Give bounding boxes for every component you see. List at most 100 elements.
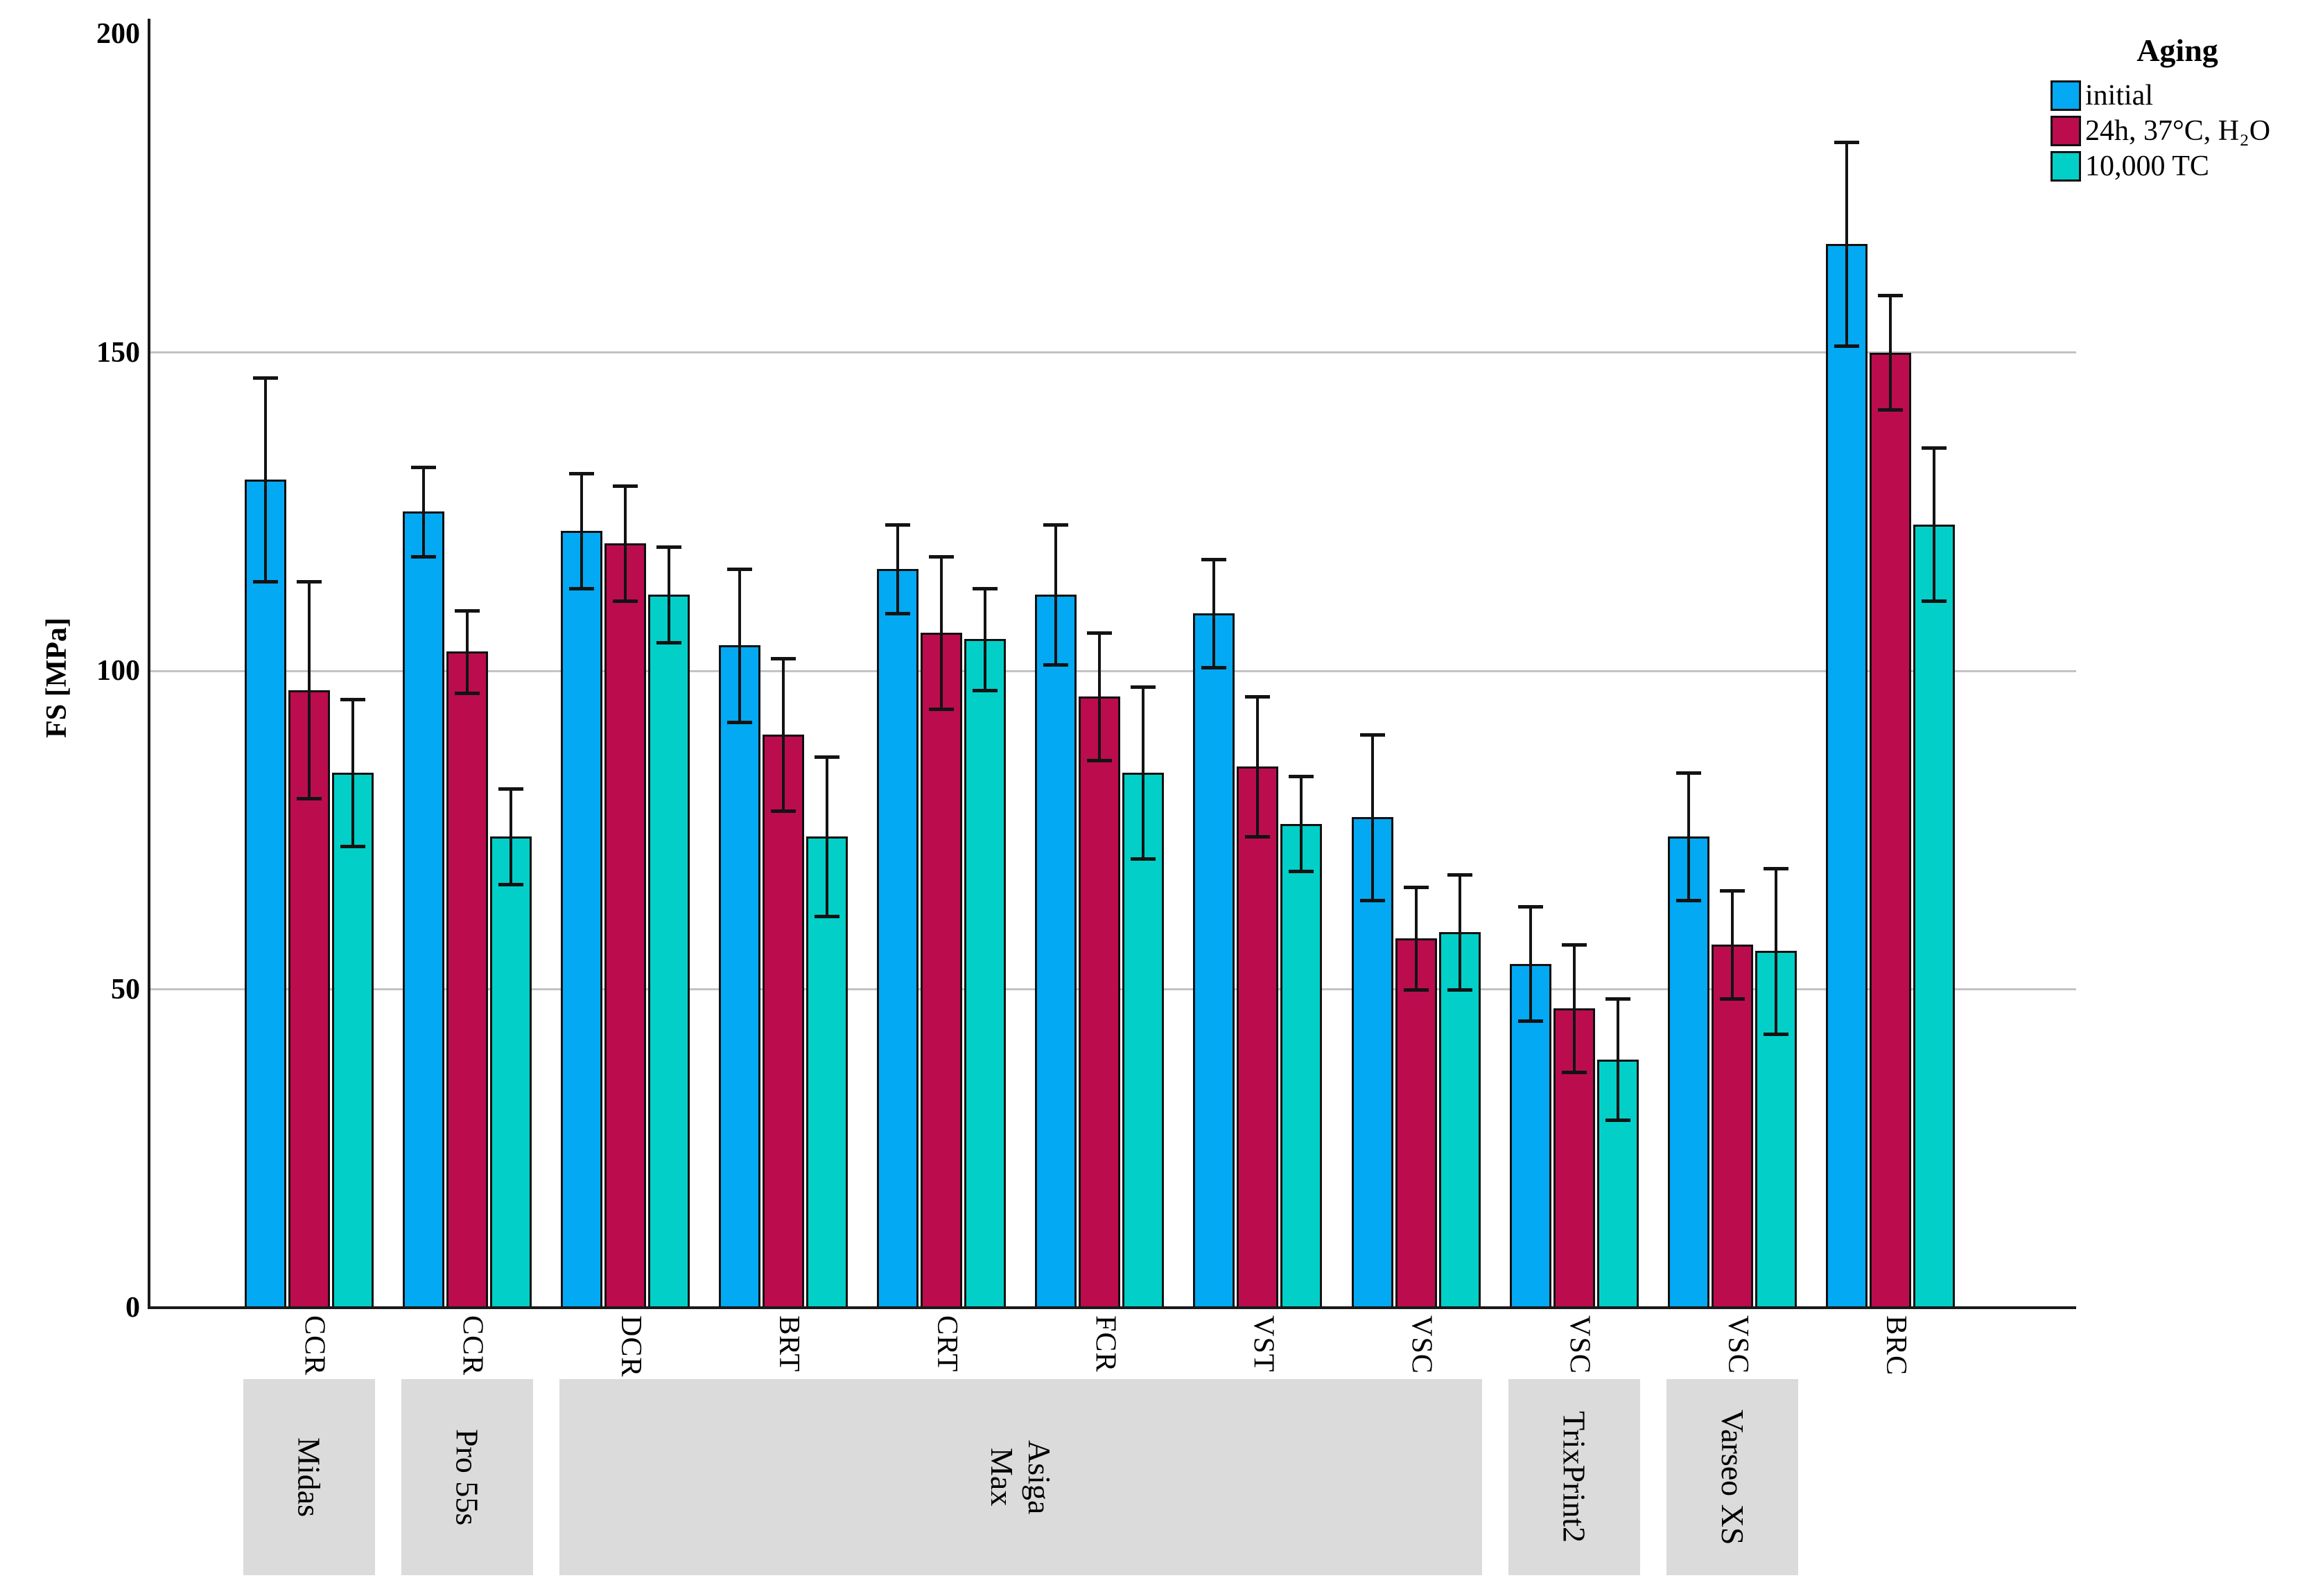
- error-bar-cap-bottom-1-3: [770, 809, 796, 814]
- x-category-label-10-brc: BRC: [1880, 1315, 1912, 1376]
- error-bar-cap-bottom-2-6: [1289, 870, 1314, 874]
- error-bar-line-0-8: [1529, 906, 1532, 1021]
- error-bar-cap-top-0-8: [1517, 905, 1543, 909]
- error-bar-line-1-6: [1256, 696, 1260, 836]
- x-category-label-9-vsc: VSC: [1721, 1315, 1754, 1374]
- error-bar-cap-bottom-2-2: [656, 640, 681, 644]
- error-bar-cap-top-1-0: [296, 580, 322, 584]
- y-tick-label-100: 100: [96, 655, 140, 687]
- bar-initial-1-ccr: [402, 511, 444, 1309]
- bar-initial-0-ccr: [244, 480, 286, 1309]
- error-bar-cap-bottom-2-9: [1763, 1032, 1788, 1036]
- error-bar-cap-bottom-1-8: [1561, 1070, 1587, 1074]
- error-bar-line-0-7: [1370, 734, 1374, 900]
- error-bar-cap-bottom-0-4: [885, 612, 911, 616]
- y-tick-label-150: 150: [96, 336, 140, 369]
- error-bar-line-0-9: [1687, 773, 1690, 900]
- bar-initial-5-fcr: [1035, 594, 1077, 1309]
- y-tick-label-200: 200: [96, 18, 140, 50]
- error-bar-line-1-3: [781, 658, 785, 812]
- error-bar-line-0-5: [1054, 524, 1058, 665]
- error-bar-cap-top-2-8: [1605, 997, 1630, 1001]
- x-category-label-3-brt: BRT: [772, 1315, 805, 1373]
- bar-24h-37-c-h-o-5-fcr: [1079, 696, 1121, 1309]
- error-bar-line-2-4: [984, 588, 987, 690]
- error-bar-cap-bottom-0-2: [568, 586, 594, 590]
- error-bar-cap-top-1-2: [612, 484, 638, 489]
- error-bar-cap-top-2-10: [1922, 446, 1947, 450]
- x-category-label-4-crt: CRT: [931, 1315, 964, 1373]
- error-bar-cap-top-1-6: [1245, 694, 1271, 699]
- error-bar-line-1-0: [307, 581, 311, 798]
- legend-item-24h-37-c-h-o: 24h, 37°C, H₂O: [2051, 114, 2304, 147]
- bar-initial-10-brc: [1826, 244, 1868, 1309]
- error-bar-cap-top-1-8: [1561, 943, 1587, 947]
- error-bar-cap-top-2-0: [340, 698, 365, 702]
- error-bar-line-2-3: [825, 757, 828, 916]
- x-category-label-0-ccr: CCR: [298, 1315, 331, 1376]
- error-bar-cap-top-0-7: [1359, 733, 1385, 737]
- error-bar-cap-bottom-2-10: [1922, 599, 1947, 603]
- error-bar-cap-bottom-0-7: [1359, 898, 1385, 902]
- error-bar-line-1-2: [623, 486, 627, 601]
- bar-10-000-tc-6-vst: [1280, 823, 1323, 1309]
- bar-initial-3-brt: [718, 645, 760, 1309]
- error-bar-cap-top-0-5: [1043, 523, 1069, 527]
- error-bar-cap-top-2-1: [498, 787, 523, 791]
- error-bar-cap-top-1-7: [1403, 886, 1429, 890]
- error-bar-line-2-10: [1933, 448, 1935, 601]
- error-bar-line-1-1: [465, 610, 469, 694]
- bar-24h-37-c-h-o-1-ccr: [446, 651, 488, 1309]
- error-bar-cap-top-1-10: [1878, 293, 1903, 297]
- error-bar-cap-top-2-5: [1131, 685, 1156, 689]
- bar-initial-9-vsc: [1667, 836, 1709, 1309]
- legend-items: initial 24h, 37°C, H₂O 10,000 TC: [2051, 80, 2304, 182]
- error-bar-line-1-7: [1414, 887, 1418, 990]
- error-bar-cap-top-2-3: [814, 755, 839, 760]
- error-bar-cap-bottom-1-7: [1403, 988, 1429, 992]
- printer-group-box-pro-55s: Pro 55s: [401, 1379, 533, 1575]
- error-bar-line-2-6: [1300, 775, 1303, 872]
- x-category-label-5-fcr: FCR: [1089, 1315, 1122, 1373]
- printer-group-box-midas: Midas: [243, 1379, 375, 1575]
- error-bar-cap-top-1-5: [1087, 631, 1113, 635]
- error-bar-cap-top-0-4: [885, 523, 911, 527]
- printer-group-label-varseo-xs: Varseo XS: [1714, 1409, 1750, 1545]
- error-bar-cap-bottom-2-5: [1131, 857, 1156, 861]
- error-bar-cap-bottom-2-8: [1605, 1118, 1630, 1122]
- printer-group-label-trixprint2: TrixPrint2: [1556, 1411, 1592, 1543]
- bar-24h-37-c-h-o-2-dcr: [604, 543, 646, 1309]
- error-bar-cap-bottom-2-1: [498, 882, 523, 886]
- error-bar-cap-top-2-6: [1289, 774, 1314, 778]
- bar-10-000-tc-2-dcr: [647, 594, 690, 1309]
- printer-group-label-asiga-max: Asiga Max: [984, 1439, 1058, 1515]
- error-bar-cap-top-1-1: [454, 608, 480, 613]
- bar-10-000-tc-0-ccr: [331, 773, 374, 1309]
- error-bar-cap-bottom-2-0: [340, 844, 365, 848]
- error-bar-cap-bottom-1-2: [612, 599, 638, 603]
- error-bar-line-1-4: [940, 556, 943, 710]
- printer-group-box-asiga-max: Asiga Max: [559, 1379, 1482, 1575]
- error-bar-cap-bottom-1-9: [1719, 997, 1745, 1001]
- error-bar-cap-top-0-6: [1201, 558, 1227, 562]
- error-bar-cap-top-2-2: [656, 545, 681, 549]
- error-bar-cap-bottom-0-1: [410, 554, 436, 559]
- bar-24h-37-c-h-o-6-vst: [1237, 766, 1279, 1309]
- error-bar-line-2-2: [667, 546, 670, 642]
- error-bar-cap-bottom-1-4: [929, 708, 955, 712]
- error-bar-line-1-8: [1572, 945, 1576, 1072]
- x-category-label-7-vsc: VSC: [1405, 1315, 1438, 1374]
- bar-initial-4-crt: [877, 568, 919, 1309]
- error-bar-line-2-0: [351, 699, 354, 846]
- error-bar-line-2-8: [1616, 999, 1619, 1120]
- error-bar-line-2-9: [1774, 868, 1777, 1034]
- error-bar-line-0-2: [580, 473, 583, 588]
- bar-initial-2-dcr: [560, 530, 602, 1309]
- bar-initial-6-vst: [1193, 613, 1235, 1309]
- error-bar-cap-bottom-2-3: [814, 914, 839, 918]
- error-bar-cap-bottom-1-1: [454, 692, 480, 696]
- error-bar-cap-bottom-0-3: [726, 720, 752, 724]
- legend-label-24h-37-c-h-o: 24h, 37°C, H₂O: [2085, 114, 2271, 147]
- error-bar-cap-bottom-0-0: [252, 580, 278, 584]
